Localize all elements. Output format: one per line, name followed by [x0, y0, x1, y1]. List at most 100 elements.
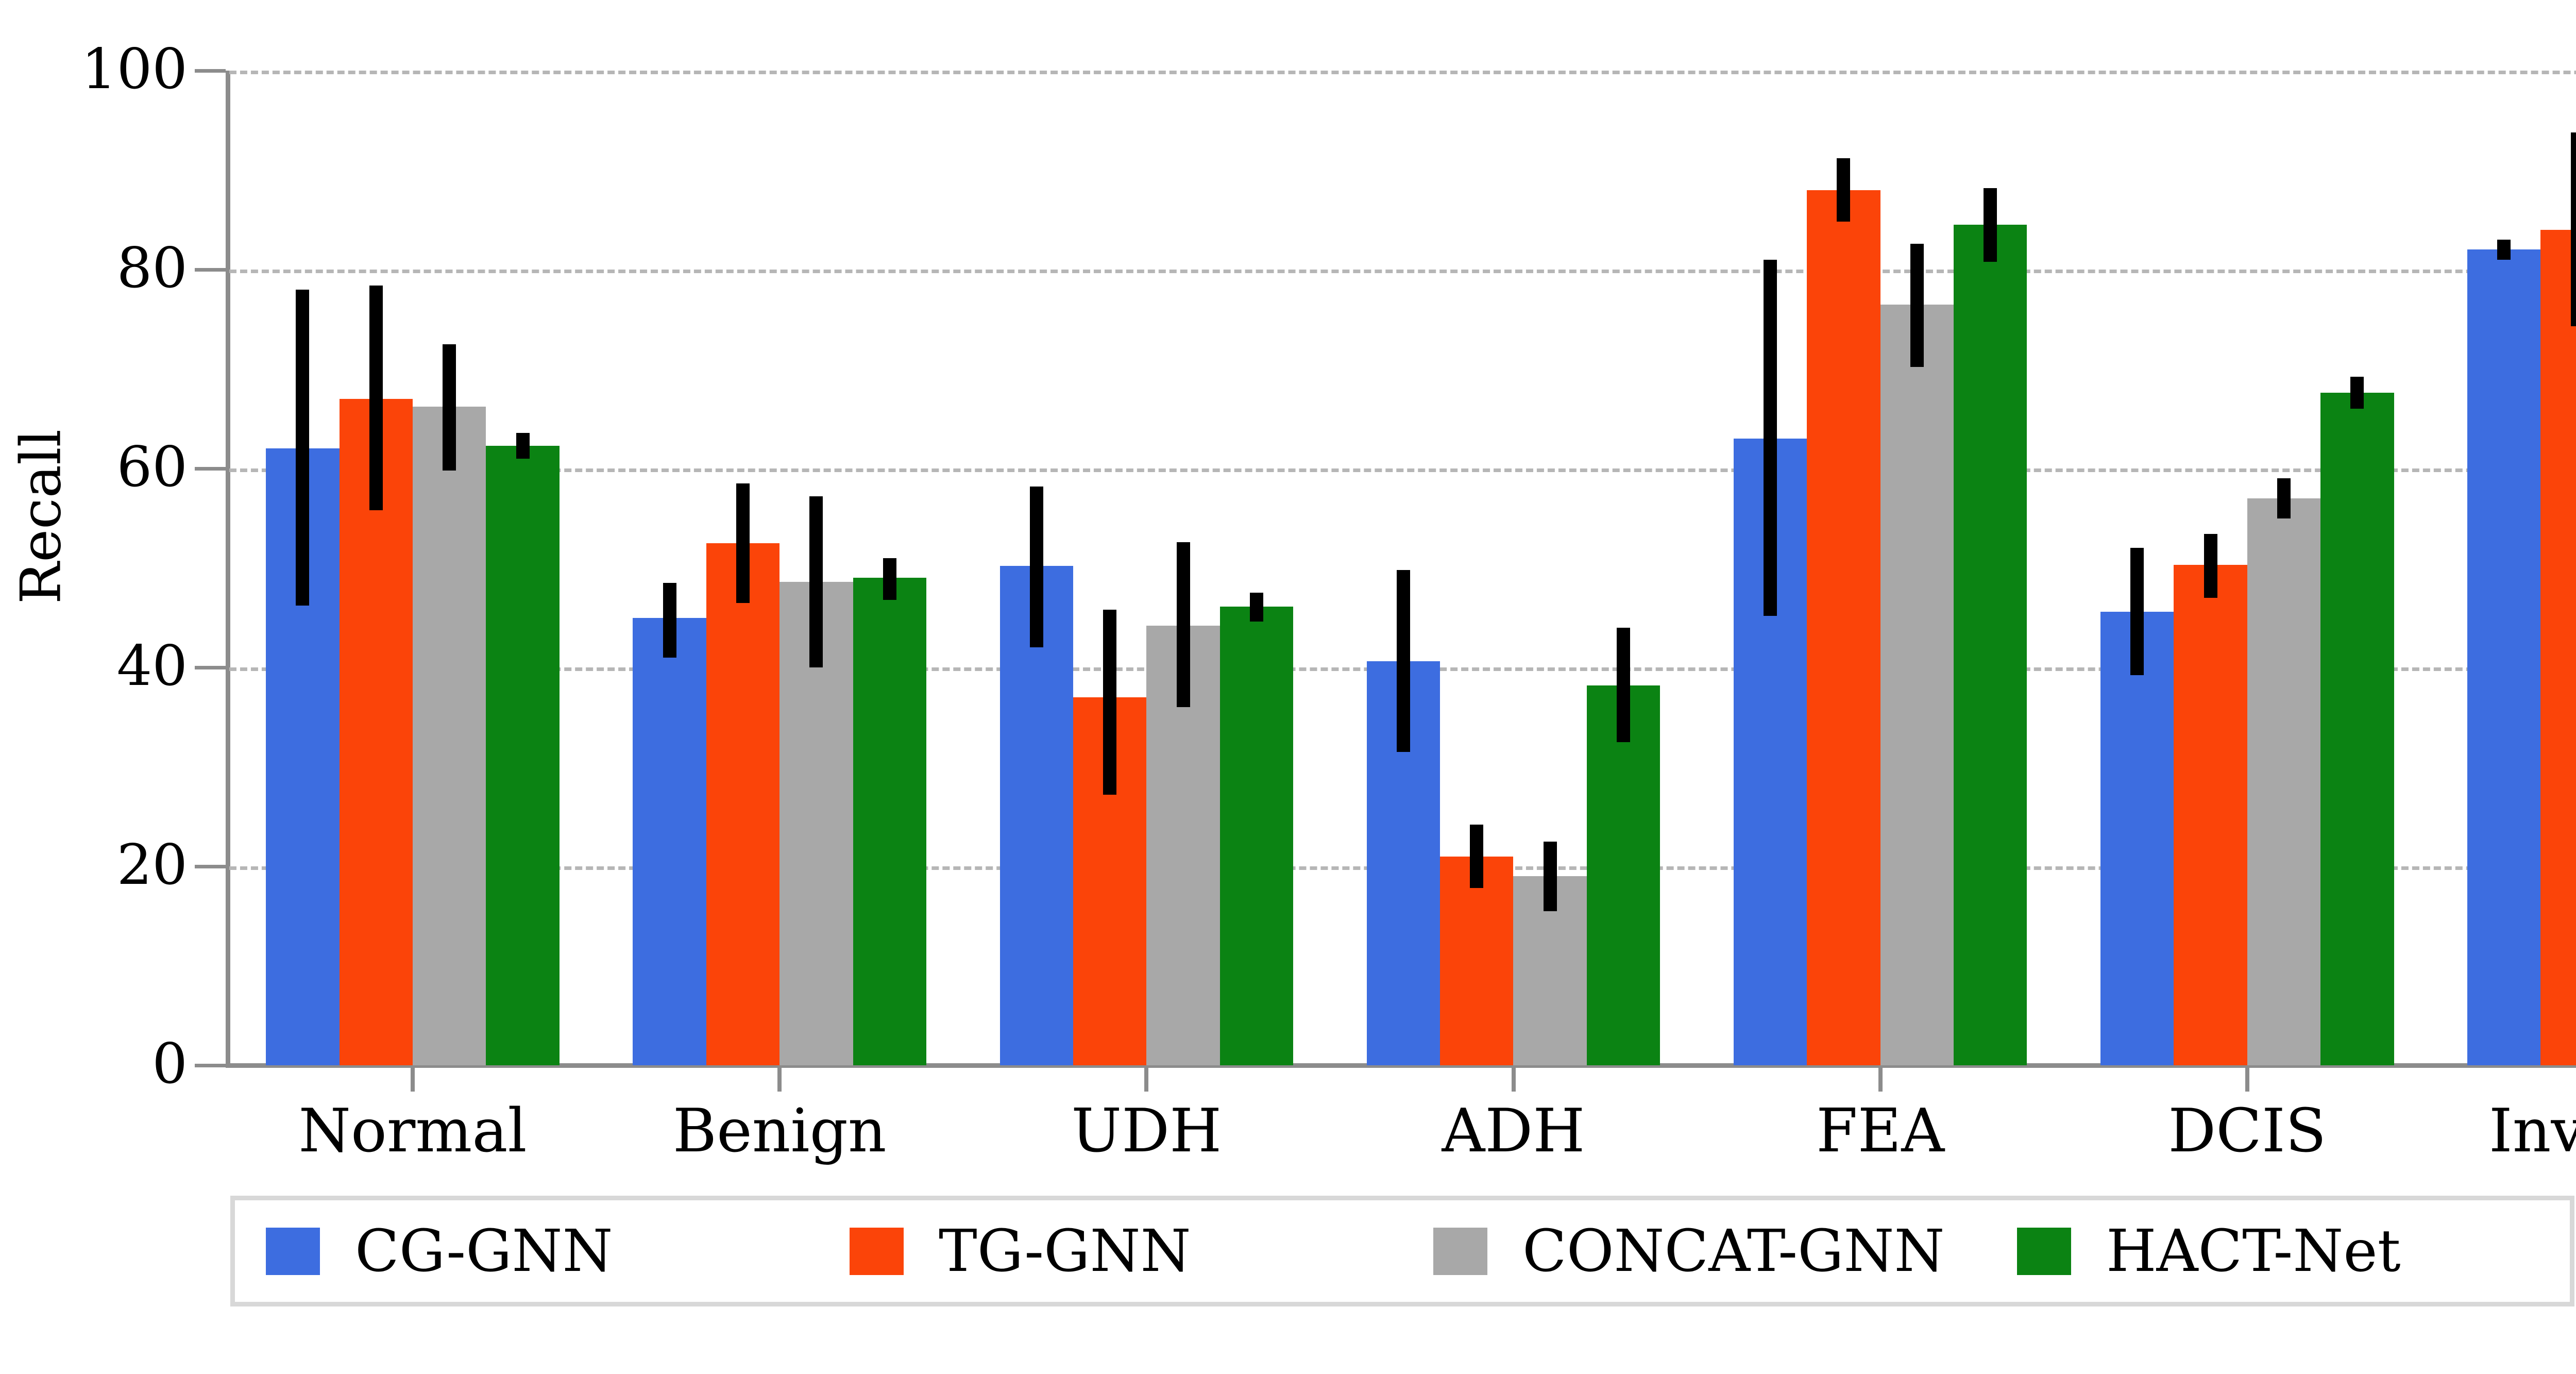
error-bar [2350, 377, 2364, 409]
gridline [229, 468, 2576, 472]
bar[interactable] [1219, 593, 1294, 1065]
bar[interactable] [1586, 627, 1660, 1065]
legend-color-swatch [850, 1227, 904, 1275]
bar-group [2467, 71, 2576, 1065]
error-bar [2570, 132, 2576, 327]
error-bar [1763, 259, 1777, 616]
error-bar [1470, 824, 1484, 889]
error-bar [1176, 542, 1190, 708]
bar[interactable] [2540, 132, 2576, 1065]
error-bar [516, 432, 530, 459]
bar[interactable] [779, 496, 853, 1065]
error-bar [1543, 841, 1557, 911]
legend-color-swatch [1433, 1227, 1487, 1275]
bar[interactable] [1733, 259, 1807, 1065]
bar-group [1366, 71, 1660, 1065]
error-bar [883, 558, 896, 600]
legend-color-swatch [266, 1227, 320, 1275]
bar[interactable] [486, 432, 560, 1065]
x-axis-tick-label: Benign [672, 1096, 887, 1166]
bar[interactable] [1807, 158, 1880, 1065]
y-axis-tick [195, 268, 226, 272]
error-bar [296, 289, 310, 606]
error-bar [1103, 610, 1117, 795]
x-axis-tick [2245, 1068, 2249, 1092]
legend-item[interactable]: HACT-Net [1986, 1222, 2570, 1280]
legend-item[interactable]: CG-GNN [235, 1222, 819, 1280]
x-axis-tick-label: FEA [1816, 1096, 1945, 1166]
bar[interactable] [1366, 569, 1440, 1065]
bar[interactable] [853, 558, 927, 1065]
bar[interactable] [999, 486, 1073, 1065]
bar[interactable] [1146, 542, 1220, 1065]
bar[interactable] [266, 289, 340, 1065]
y-axis-spine [226, 71, 230, 1065]
legend-item[interactable]: CONCAT-GNN [1402, 1222, 1986, 1280]
bar[interactable] [339, 285, 413, 1065]
x-axis-spine [226, 1063, 2576, 1068]
legend-color-swatch [2017, 1227, 2071, 1275]
x-axis-tick [1511, 1068, 1516, 1092]
x-axis-tick-label: DCIS [2168, 1096, 2327, 1166]
y-axis-tick-label: 80 [116, 236, 188, 300]
y-axis-tick [195, 1064, 226, 1067]
y-axis-tick-label: 60 [116, 435, 188, 499]
error-bar [2204, 534, 2217, 598]
error-bar [1910, 243, 1924, 367]
bar[interactable] [1880, 243, 1954, 1065]
y-axis-tick [195, 666, 226, 669]
bar[interactable] [413, 344, 486, 1065]
y-axis-tick-label: 40 [116, 634, 188, 698]
error-bar [443, 344, 456, 471]
legend-label: CONCAT-GNN [1522, 1217, 1945, 1285]
bar-group [266, 71, 560, 1065]
bar-group [1733, 71, 2027, 1065]
y-axis-tick [195, 865, 226, 868]
x-axis-tick [1878, 1068, 1883, 1092]
error-bar [1984, 188, 1997, 262]
error-bar [663, 582, 676, 658]
legend-label: CG-GNN [355, 1217, 613, 1285]
x-axis-tick [777, 1068, 782, 1092]
error-bar [736, 483, 750, 603]
legend-item[interactable]: TG-GNN [819, 1222, 1402, 1280]
gridline [229, 71, 2576, 74]
legend-label: TG-GNN [939, 1217, 1191, 1285]
bar[interactable] [1440, 824, 1514, 1065]
bar[interactable] [706, 483, 780, 1065]
bar[interactable] [2174, 534, 2247, 1065]
x-axis-tick-label: UDH [1071, 1096, 1222, 1166]
y-axis-tick [195, 467, 226, 471]
gridline [229, 270, 2576, 273]
error-bar [1249, 593, 1263, 622]
error-bar [2130, 548, 2144, 676]
x-axis-tick [411, 1068, 415, 1092]
y-axis-tick [195, 69, 226, 73]
bar[interactable] [2320, 377, 2394, 1065]
error-bar [2497, 240, 2511, 260]
y-axis-title: Recall [9, 429, 74, 605]
x-axis-tick-label: Invasive [2488, 1096, 2576, 1166]
bar-group [2100, 71, 2394, 1065]
bar-group [999, 71, 1294, 1065]
y-axis-tick-labels: 0 20 40 60 80 100 [0, 0, 188, 1374]
legend: CG-GNN TG-GNN CONCAT-GNN HACT-Net [230, 1196, 2574, 1306]
bar[interactable] [2467, 240, 2541, 1065]
error-bar [2277, 478, 2291, 518]
error-bar [1617, 627, 1631, 742]
bar[interactable] [633, 582, 706, 1065]
x-axis-tick [1144, 1068, 1149, 1092]
bar[interactable] [1073, 610, 1147, 1065]
y-axis-tick-label: 20 [116, 833, 188, 897]
error-bar [369, 285, 383, 511]
bar[interactable] [2100, 548, 2174, 1065]
y-axis-tick-label: 100 [81, 37, 188, 102]
error-bar [1396, 569, 1410, 752]
error-bar [1029, 486, 1043, 648]
bar[interactable] [1954, 188, 2027, 1065]
error-bar [1837, 158, 1851, 222]
bar[interactable] [2247, 478, 2321, 1065]
bar[interactable] [1513, 841, 1587, 1065]
y-axis-tick-label: 0 [152, 1032, 188, 1096]
